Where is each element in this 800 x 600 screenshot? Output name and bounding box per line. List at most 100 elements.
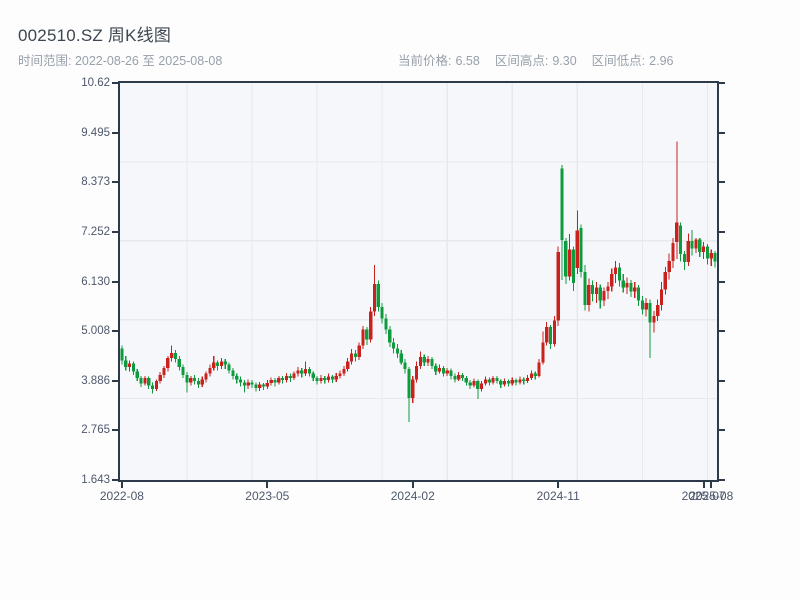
candle-body [307,369,312,374]
candle-body [242,382,246,386]
candle-body [491,377,495,383]
candle-body [487,379,491,383]
candle-body [537,362,541,376]
candle-body [675,222,679,243]
candle-body [154,381,158,390]
candle-body [300,370,304,374]
candle-body [533,373,537,376]
candle-body [617,267,622,281]
candle-body [281,377,285,381]
candle-body [702,246,706,252]
candle-body [170,352,174,359]
y-tick-mark [719,181,725,184]
candle-body [258,384,262,389]
candle-body [384,318,388,330]
candle-body [663,271,667,290]
x-tick-label: 2024-11 [536,489,580,503]
y-tick-mark [112,479,118,481]
candle-body [457,374,461,380]
y-tick-mark [719,280,725,283]
candle-body [392,342,396,349]
candle-body [472,381,476,386]
range-low-stat: 区间低点: 2.96 [592,50,674,69]
candle-body [269,380,273,383]
candle-body [468,382,472,386]
x-tick-label: 2024-02 [390,489,435,503]
candle-body [223,361,227,365]
y-tick-mark [112,379,118,382]
candle-body [602,290,606,301]
candle-body [231,370,235,376]
candle-body [357,345,361,358]
candle-body [177,358,181,367]
candle-body [480,383,484,390]
candle-body [315,377,319,382]
y-tick-label: 3.886 [81,374,110,387]
candle-body [376,283,380,308]
x-tick-label: 2023-05 [245,489,290,503]
candle-body [667,260,671,272]
candle-body [449,370,453,376]
candle-body [147,377,151,386]
candle-body [560,168,564,240]
y-tick-mark [112,280,118,283]
candle-body [349,353,354,362]
candle-body [334,375,338,380]
candle-body [181,366,185,375]
candle-body [648,302,652,323]
range-high-stat: 区间高点: 9.30 [495,50,577,69]
x-tick-label: 2022-08 [99,489,144,503]
candle-body [284,375,289,381]
candle-body [652,316,656,323]
candle-body [131,363,135,372]
candle-body [709,252,713,259]
candle-body [353,353,357,358]
candle-body [238,379,243,383]
candle-body [659,289,664,306]
y-tick-label: 7.252 [81,225,110,238]
candle-body [522,379,526,382]
candle-body [208,367,212,374]
candle-body [288,375,292,378]
current-price-value: 6.58 [455,54,480,68]
candle-body [636,287,641,301]
candle-body [166,358,170,368]
y-tick-label: 8.373 [81,176,110,189]
y-tick-label: 5.008 [81,325,110,338]
candle-body [610,274,614,287]
y-tick-mark [719,82,725,84]
candle-body [319,377,323,382]
candle-body [453,375,457,380]
y-tick-mark [112,429,118,432]
candle-body [135,371,139,378]
candle-body [380,307,384,319]
candle-body [411,379,415,398]
y-tick-mark [112,230,118,233]
candle-body [713,252,717,262]
candle-body [698,239,702,252]
candle-body [407,369,411,398]
candle-body [185,374,189,383]
candle-body [476,381,480,390]
candle-body [525,377,530,382]
candle-body [514,380,518,383]
y-tick-mark [719,479,725,481]
candle-body [583,271,587,306]
candle-body [510,380,514,384]
candle-body [219,361,224,367]
candle-body [464,377,468,383]
candle-body [246,382,250,386]
candle-body [399,353,403,363]
candle-body [679,225,683,255]
x-tick-mark [557,482,560,488]
candle-body [625,282,629,288]
candle-body [261,384,266,387]
candle-body [705,246,710,259]
x-tick-mark [702,482,705,488]
candle-body [445,370,449,374]
candle-body [556,251,560,321]
candle-body [365,329,369,340]
candle-body [250,382,254,385]
y-tick-mark [719,230,725,233]
candle-body [346,361,350,370]
